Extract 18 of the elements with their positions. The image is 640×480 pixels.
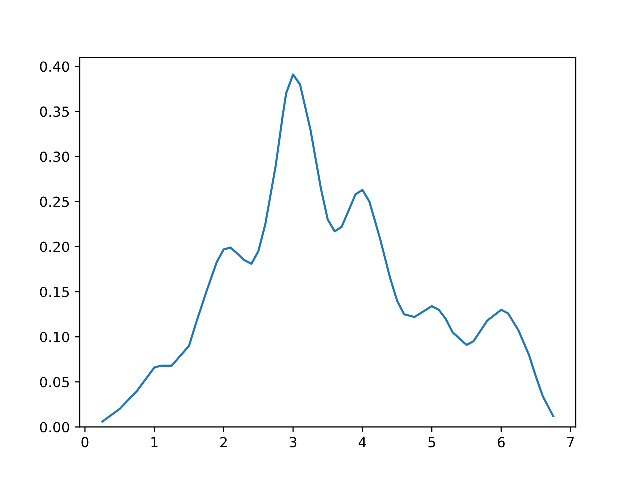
- y-tick-label: 0.15: [40, 286, 70, 298]
- x-tick-label: 5: [428, 437, 436, 448]
- line-series: [102, 74, 554, 423]
- x-tick-label: 2: [220, 437, 227, 448]
- y-tick-label: 0.05: [40, 377, 70, 388]
- x-tick-label: 1: [152, 437, 158, 448]
- x-tick-label: 3: [290, 437, 297, 448]
- y-tick-label: 0.35: [40, 106, 70, 118]
- x-tick-label: 6: [498, 437, 505, 448]
- x-tick-label: 0: [82, 437, 89, 448]
- x-tick-label: 7: [568, 437, 574, 448]
- y-tick-label: 0.00: [40, 422, 70, 433]
- y-tick-label: 0.30: [40, 152, 70, 162]
- x-tick-label: 4: [358, 437, 366, 448]
- y-tick-label: 0.25: [40, 196, 70, 208]
- y-tick-label: 0.10: [40, 332, 70, 343]
- y-tick-label: 0.20: [40, 242, 70, 252]
- y-tick-label: 0.40: [40, 62, 70, 72]
